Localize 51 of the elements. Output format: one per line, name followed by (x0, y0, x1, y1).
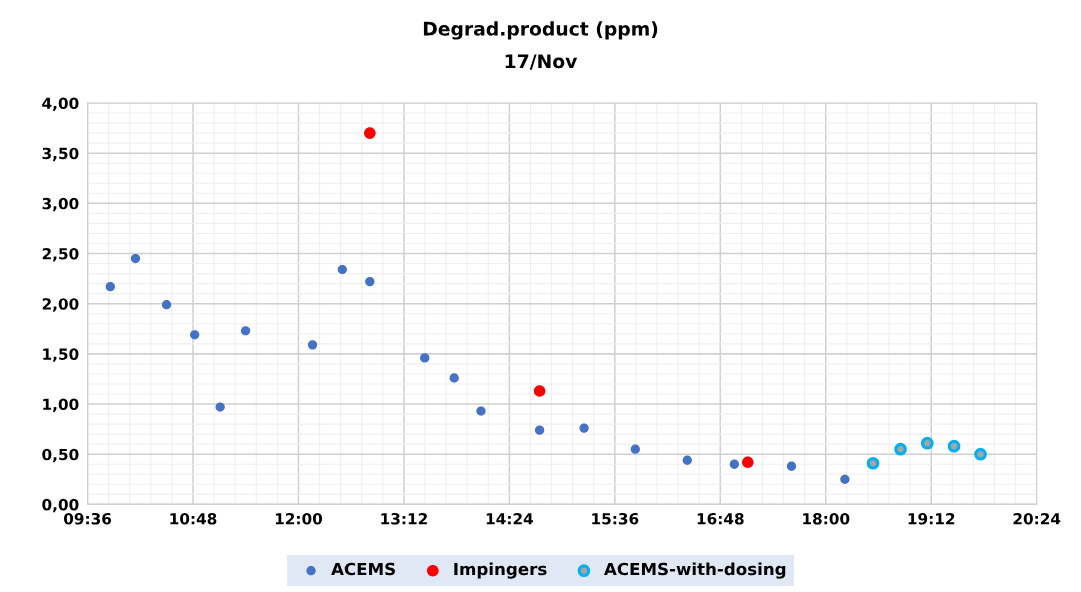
y-tick-label: 2,50 (42, 247, 79, 262)
x-tick-label: 14:24 (486, 512, 534, 525)
point (449, 373, 459, 383)
point (337, 264, 347, 275)
y-tick-label: 3,00 (42, 197, 79, 212)
point (786, 461, 797, 471)
point (105, 281, 115, 292)
point (742, 456, 754, 469)
y-tick-label: 0,50 (42, 448, 79, 463)
point (866, 456, 880, 470)
y-tick-label: 0,00 (42, 498, 79, 513)
x-tick-label: 10:48 (170, 512, 217, 525)
point (240, 326, 251, 336)
point (533, 385, 546, 397)
point (682, 455, 692, 465)
x-tick-label: 13:12 (381, 512, 427, 525)
legend-label: ACEMS (331, 562, 395, 576)
x-tick-label: 20:24 (1013, 512, 1061, 525)
point (534, 425, 545, 435)
y-tick-label: 1,50 (43, 348, 79, 362)
x-tick-label: 09:36 (63, 512, 112, 525)
y-tick-label: 3,50 (42, 147, 79, 162)
y-tick-label: 2,00 (42, 298, 79, 312)
point (420, 353, 430, 363)
point (161, 300, 172, 310)
legend-label: ACEMS-with-dosing (604, 562, 786, 579)
y-tick-label: 1,00 (43, 398, 79, 413)
point (190, 330, 200, 340)
legend-label: Impingers (454, 562, 547, 579)
chart-subtitle: 17/Nov (505, 54, 578, 70)
point (630, 444, 640, 454)
point (130, 253, 141, 264)
point (840, 474, 850, 484)
x-tick-label: 16:48 (697, 512, 744, 525)
point (729, 459, 740, 469)
x-tick-label: 18:00 (803, 512, 850, 525)
point (476, 406, 486, 416)
chart-title: Degrad.product (ppm) (423, 21, 658, 40)
x-tick-label: 19:12 (908, 512, 955, 525)
point (947, 439, 961, 453)
point (894, 442, 907, 456)
point (579, 423, 589, 433)
point (364, 127, 376, 139)
point (974, 447, 987, 461)
point (920, 436, 934, 450)
point (215, 402, 225, 412)
x-tick-label: 15:36 (592, 512, 639, 525)
point (365, 276, 375, 287)
point (307, 340, 318, 350)
y-tick-label: 4,00 (42, 97, 79, 111)
x-tick-label: 12:00 (275, 512, 323, 525)
